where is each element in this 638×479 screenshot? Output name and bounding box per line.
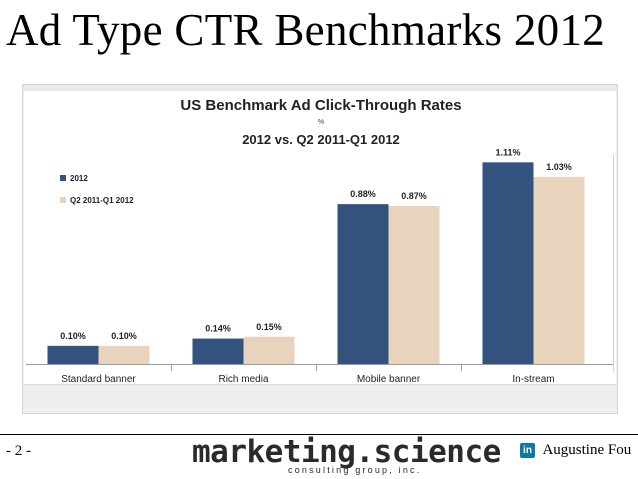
- logo-wordmark: marketing.science: [192, 434, 501, 470]
- data-label-1-2: 0.87%: [401, 191, 427, 201]
- bar-0-2: [337, 204, 389, 364]
- mc-badge-text: MC: [29, 397, 40, 404]
- brand-text: MARKETINGCHARTS.COM: [45, 398, 121, 404]
- data-label-0-1: 0.14%: [205, 324, 231, 334]
- author-credit: in Augustine Fou: [520, 442, 631, 460]
- slide-title: Ad Type CTR Benchmarks 2012: [6, 5, 606, 55]
- data-label-1-0: 0.10%: [111, 331, 137, 341]
- bar-chart: US Benchmark Ad Click-Through Rates% 2012…: [26, 97, 614, 413]
- legend-swatch-1: [60, 197, 66, 203]
- legend-swatch-0: [60, 175, 66, 181]
- chart-source: Source: DG MediaMind: [290, 407, 352, 413]
- bar-1-3: [533, 176, 585, 364]
- marketing-science-logo: marketing.science consulting group, inc.: [192, 434, 501, 479]
- x-tick-label-2: Mobile banner: [357, 374, 421, 385]
- bar-0-0: [47, 345, 99, 364]
- x-tick-label-0: Standard banner: [61, 374, 136, 385]
- data-label-0-3: 1.11%: [495, 147, 520, 157]
- legend-label-0: 2012: [70, 174, 88, 183]
- data-label-0-0: 0.10%: [60, 331, 86, 341]
- chart-unit: %: [318, 119, 324, 126]
- footer-divider: [0, 434, 638, 435]
- chart-frame: US Benchmark Ad Click-Through Rates% 2012…: [22, 84, 618, 414]
- linkedin-icon: in: [520, 443, 535, 459]
- data-label-1-1: 0.15%: [256, 322, 282, 332]
- data-label-0-2: 0.88%: [350, 189, 376, 199]
- mc-badge-icon: [26, 394, 42, 404]
- bar-1-1: [243, 336, 295, 364]
- data-label-1-3: 1.03%: [546, 162, 572, 172]
- x-tick-label-1: Rich media: [218, 374, 268, 385]
- bar-0-1: [192, 338, 244, 364]
- bar-1-0: [98, 345, 150, 364]
- chart-title: US Benchmark Ad Click-Through Rates: [180, 97, 461, 114]
- chart-subtitle: 2012 vs. Q2 2011-Q1 2012: [242, 132, 400, 147]
- logo-tagline: consulting group, inc.: [288, 465, 422, 475]
- legend-label-1: Q2 2011-Q1 2012: [70, 196, 134, 205]
- x-tick-label-3: In-stream: [512, 374, 554, 385]
- page-number: - 2 -: [6, 443, 31, 459]
- bar-0-3: [482, 162, 534, 364]
- author-name: Augustine Fou: [542, 442, 632, 459]
- bar-1-2: [388, 205, 440, 364]
